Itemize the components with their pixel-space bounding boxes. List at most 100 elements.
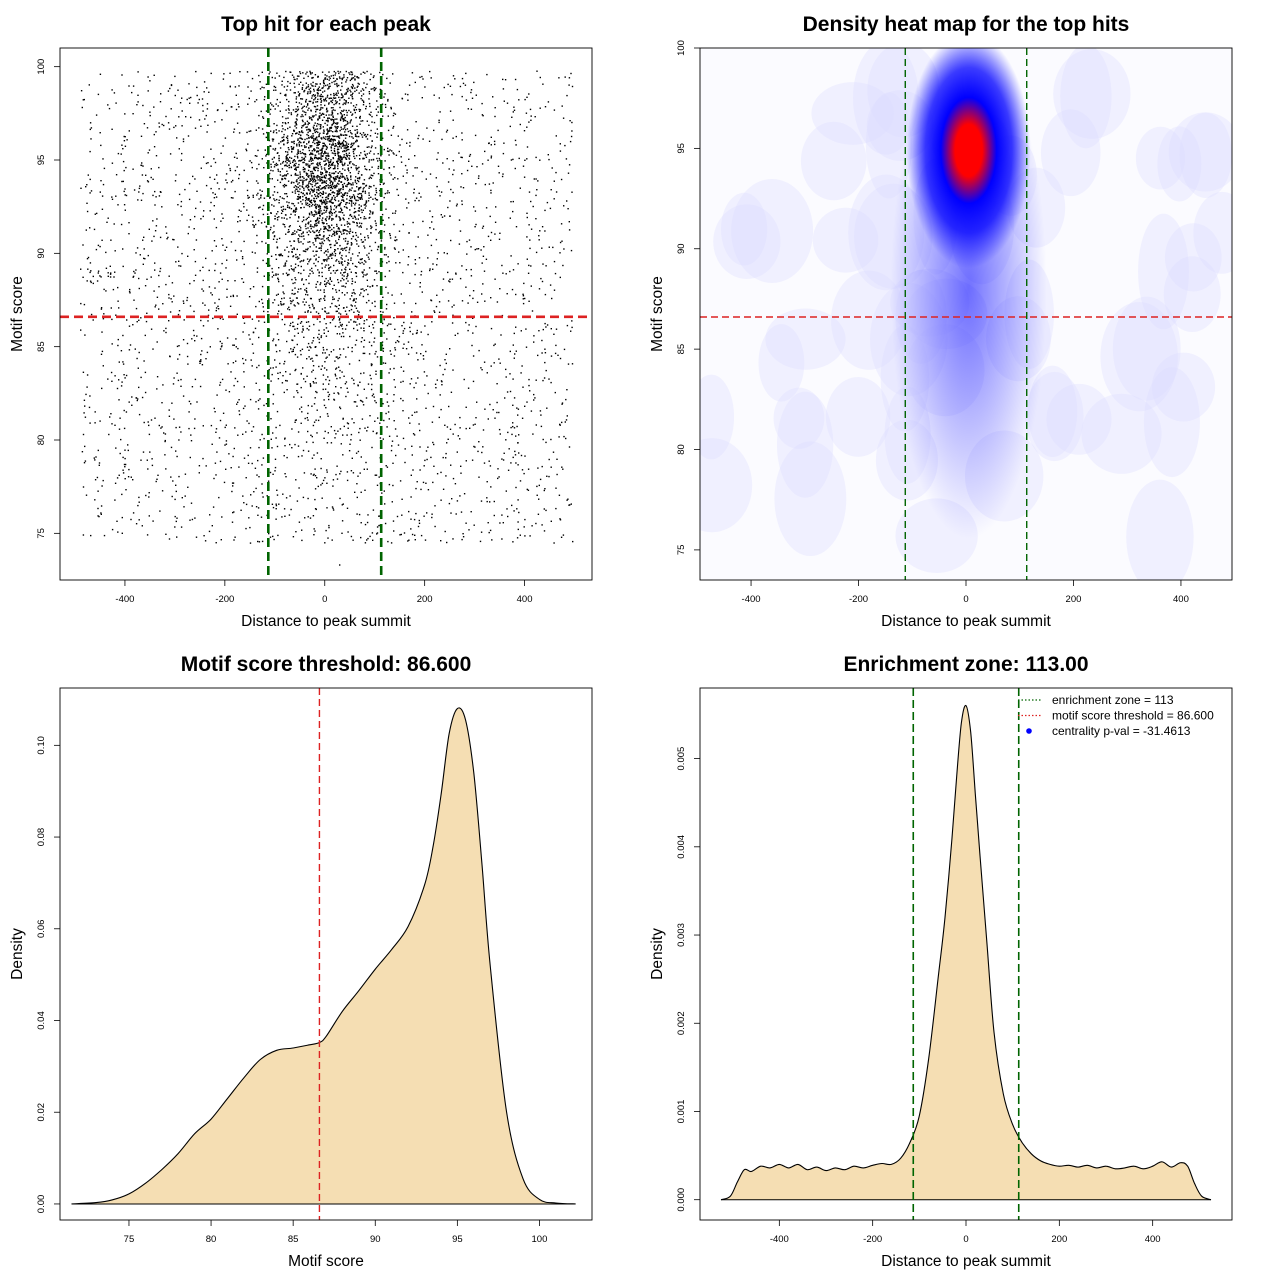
scatter-point xyxy=(358,323,361,325)
scatter-point xyxy=(347,130,350,133)
scatter-point xyxy=(181,252,183,255)
scatter-point xyxy=(324,299,326,301)
scatter-point xyxy=(311,267,313,270)
scatter-point xyxy=(323,79,325,81)
scatter-point xyxy=(346,275,348,278)
scatter-point xyxy=(468,324,470,326)
scatter-point xyxy=(324,152,326,154)
scatter-point xyxy=(324,145,327,147)
scatter-point xyxy=(555,487,557,489)
scatter-point xyxy=(390,542,393,544)
scatter-point xyxy=(316,204,318,206)
scatter-point xyxy=(317,87,319,90)
scatter-point xyxy=(363,327,365,329)
scatter-point xyxy=(349,200,352,202)
scatter-point xyxy=(331,228,333,231)
scatter-point xyxy=(382,322,384,325)
scatter-point xyxy=(263,167,265,169)
scatter-point xyxy=(350,304,352,306)
scatter-point xyxy=(326,258,328,260)
scatter-point xyxy=(480,249,482,251)
scatter-point xyxy=(335,178,337,180)
scatter-point xyxy=(324,202,326,204)
scatter-point xyxy=(283,363,285,365)
scatter-point xyxy=(275,518,277,520)
scatter-point xyxy=(346,202,348,204)
scatter-point xyxy=(226,296,228,298)
scatter-point xyxy=(244,405,246,407)
scatter-point xyxy=(331,196,333,199)
scatter-point xyxy=(308,329,310,331)
scatter-point xyxy=(461,139,463,141)
scatter-point xyxy=(101,208,104,210)
scatter-point xyxy=(333,119,335,122)
scatter-point xyxy=(372,211,374,213)
scatter-point xyxy=(387,190,389,192)
scatter-point xyxy=(110,272,112,274)
scatter-point xyxy=(303,472,306,474)
scatter-point xyxy=(346,246,348,249)
scatter-point xyxy=(490,327,493,330)
scatter-point xyxy=(315,111,317,113)
scatter-point xyxy=(269,228,272,231)
scatter-point xyxy=(339,324,342,326)
scatter-point xyxy=(275,350,278,353)
scatter-point xyxy=(349,223,351,225)
scatter-point xyxy=(413,188,415,190)
scatter-point xyxy=(232,295,235,298)
scatter-point xyxy=(377,111,379,113)
scatter-point xyxy=(337,151,339,153)
scatter-point xyxy=(330,138,333,140)
scatter-point xyxy=(254,327,257,330)
scatter-point xyxy=(290,245,292,247)
scatter-point xyxy=(146,534,149,536)
scatter-point xyxy=(90,190,93,192)
scatter-point xyxy=(305,192,308,194)
scatter-point xyxy=(263,197,266,199)
scatter-point xyxy=(128,468,130,471)
scatter-point xyxy=(496,401,498,404)
scatter-point xyxy=(242,362,245,365)
scatter-point xyxy=(293,163,296,166)
scatter-point xyxy=(351,142,353,144)
scatter-point xyxy=(348,199,351,202)
scatter-point xyxy=(327,154,329,156)
scatter-point xyxy=(264,221,266,223)
scatter-point xyxy=(306,417,308,419)
scatter-point xyxy=(342,194,344,196)
scatter-point xyxy=(216,174,218,176)
scatter-point xyxy=(342,434,344,436)
scatter-point xyxy=(294,421,296,423)
scatter-point xyxy=(346,434,348,436)
scatter-point xyxy=(165,533,167,535)
scatter-point xyxy=(230,295,232,298)
scatter-point xyxy=(124,377,126,379)
scatter-point xyxy=(320,95,322,98)
scatter-point xyxy=(327,135,329,138)
scatter-point xyxy=(319,247,321,249)
scatter-point xyxy=(396,188,398,191)
scatter-point xyxy=(335,242,338,244)
scatter-point xyxy=(563,348,566,351)
scatter-point xyxy=(258,300,260,303)
scatter-point xyxy=(313,167,315,169)
scatter-point xyxy=(472,332,474,334)
scatter-point xyxy=(318,237,320,240)
scatter-point xyxy=(148,496,150,498)
scatter-point xyxy=(292,536,295,538)
scatter-point xyxy=(411,454,413,456)
scatter-point xyxy=(256,194,258,196)
scatter-point xyxy=(328,225,330,227)
scatter-point xyxy=(513,332,515,335)
scatter-point xyxy=(342,196,344,199)
scatter-point xyxy=(471,165,473,167)
scatter-point xyxy=(144,285,147,287)
scatter-point xyxy=(315,254,317,256)
scatter-point xyxy=(474,210,477,212)
scatter-point xyxy=(295,108,297,110)
scatter-point xyxy=(313,90,315,92)
scatter-point xyxy=(275,508,277,510)
scatter-point xyxy=(328,97,330,100)
scatter-point xyxy=(383,490,385,492)
scatter-point xyxy=(315,246,317,248)
